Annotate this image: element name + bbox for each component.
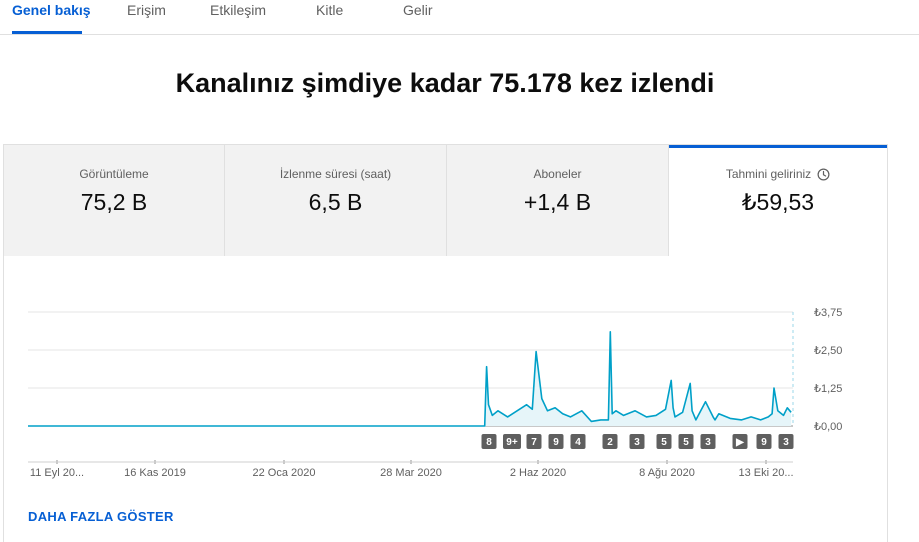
active-tab-indicator [12,31,82,34]
annotation-badge[interactable]: 4 [570,434,586,449]
clock-icon[interactable] [817,168,830,181]
annotation-badge-label: 3 [705,437,711,448]
metric-card-subscribers[interactable]: Aboneler +1,4 B [447,145,669,256]
annotation-badge[interactable]: 3 [629,434,645,449]
tab-audience[interactable]: Kitle [316,2,344,18]
annotation-badge-label: 9 [761,437,767,448]
annotation-badge-label: 8 [486,437,492,448]
annotation-badge-label: ▶ [735,437,745,448]
annotation-badge[interactable]: 2 [602,434,618,449]
y-tick-label: ₺2,50 [814,345,842,357]
annotation-badge[interactable]: 3 [700,434,716,449]
tab-bar: Genel bakış Erişim Etkileşim Kitle Gelir [0,0,919,35]
metric-label-watch-time: İzlenme süresi (saat) [279,167,392,181]
annotation-badge[interactable]: 5 [678,434,694,449]
annotation-badge[interactable]: 9 [548,434,564,449]
x-tick-label: 8 Ağu 2020 [639,467,695,479]
series-area [28,331,792,426]
annotation-badge-bg [756,434,772,449]
metric-value-views: 75,2 B [80,189,148,215]
annotation-badge-label: 5 [683,437,689,448]
annotation-badge-bg [481,434,497,449]
annotation-badge-bg [700,434,716,449]
x-tick-label: 2 Haz 2020 [510,467,566,479]
metric-card-views[interactable]: Görüntüleme 75,2 B [4,145,225,256]
series-line [28,331,792,427]
metric-label-revenue: Tahmini geliriniz [725,167,812,181]
annotation-badge-bg [678,434,694,449]
annotation-badge[interactable]: 3 [778,434,794,449]
metric-value-revenue: ₺59,53 [741,189,815,215]
annotation-badge-bg [570,434,586,449]
show-more-link[interactable]: DAHA FAZLA GÖSTER [28,509,174,524]
annotation-badge-bg [526,434,542,449]
y-tick-label: ₺0,00 [814,421,842,433]
x-tick-label: 28 Mar 2020 [380,467,442,479]
annotation-badge[interactable]: 5 [656,434,672,449]
x-tick-label: 22 Oca 2020 [253,467,316,479]
annotation-badge-label: 5 [661,437,667,448]
metric-value-subscribers: +1,4 B [523,189,592,215]
metric-label-views: Görüntüleme [79,167,149,181]
annotation-badge-bg [778,434,794,449]
annotation-badge-bg [602,434,618,449]
x-tick-label: 11 Eyl 20... [30,467,84,479]
annotation-badge-bg [548,434,564,449]
annotation-badge[interactable]: 7 [526,434,542,449]
revenue-chart: ₺3,75 ₺2,50 ₺1,25 ₺0,00 11 Eyl 20... 16 Kas … [28,307,842,479]
tab-reach[interactable]: Erişim [127,2,166,18]
analytics-card: Görüntüleme 75,2 B İzlenme süresi (saat)… [3,144,888,542]
annotation-badge-label: 4 [575,437,581,448]
y-tick-label: ₺1,25 [814,383,842,395]
x-tick-label: 16 Kas 2019 [124,467,186,479]
metric-value-watch-time: 6,5 B [308,189,363,215]
annotation-badge-label: 9 [553,437,559,448]
annotation-badge-bg [629,434,645,449]
annotation-badge-label: 9+ [506,437,518,448]
metric-label-subscribers: Aboneler [533,167,582,181]
y-tick-label: ₺3,75 [814,307,842,319]
tab-overview[interactable]: Genel bakış [12,2,91,18]
annotation-badge-bg [656,434,672,449]
annotation-badge[interactable]: ▶ [732,434,748,449]
annotation-badge-label: 2 [607,437,613,448]
annotation-badge[interactable]: 8 [481,434,497,449]
tab-engagement[interactable]: Etkileşim [210,2,267,18]
tab-revenue[interactable]: Gelir [403,2,433,18]
annotation-badge-bg [503,434,521,449]
annotation-badge[interactable]: 9 [756,434,772,449]
page-title: Kanalınız şimdiye kadar 75.178 kez izlen… [175,68,715,98]
metric-card-revenue[interactable]: Tahmini geliriniz ₺59,53 [669,145,887,256]
annotation-badge[interactable]: 9+ [503,434,521,449]
annotation-badge-label: 3 [783,437,789,448]
annotation-badge-label: 3 [634,437,640,448]
annotation-badge-bg [732,434,748,449]
metric-card-watch-time[interactable]: İzlenme süresi (saat) 6,5 B [225,145,447,256]
x-tick-label: 13 Eki 20... [738,467,793,479]
annotation-badge-label: 7 [531,437,537,448]
